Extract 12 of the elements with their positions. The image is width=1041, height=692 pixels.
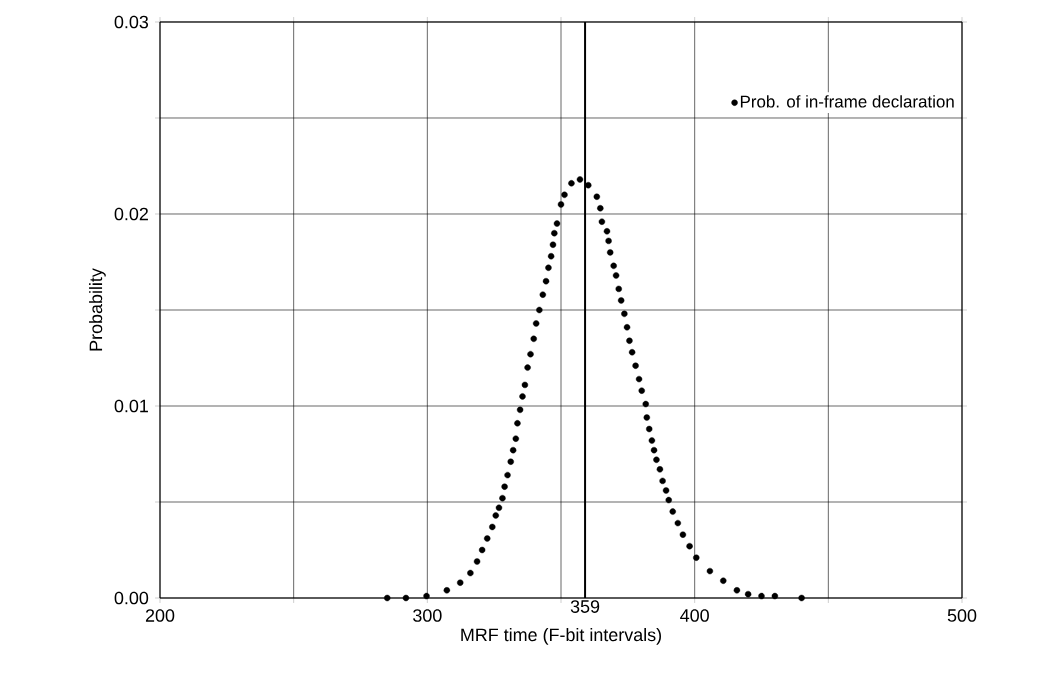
x-tick-label: 300: [413, 609, 442, 622]
x-tick-label: 400: [680, 609, 709, 622]
y-tick-label: 0.01: [114, 399, 148, 413]
y-tick-label: 0.03: [114, 15, 149, 29]
y-tick-label: 0.02: [114, 207, 148, 221]
y-axis-title: Probability: [89, 268, 106, 351]
x-tick-label: 500: [947, 609, 977, 622]
y-tick-label: 0.00: [114, 591, 149, 605]
legend-label: Prob. of in-frame declaration: [740, 95, 954, 108]
x-tick-label: 200: [145, 609, 175, 622]
x-axis-title: MRF time (F-bit intervals): [461, 628, 661, 645]
ref-line-label: 359: [570, 600, 600, 613]
